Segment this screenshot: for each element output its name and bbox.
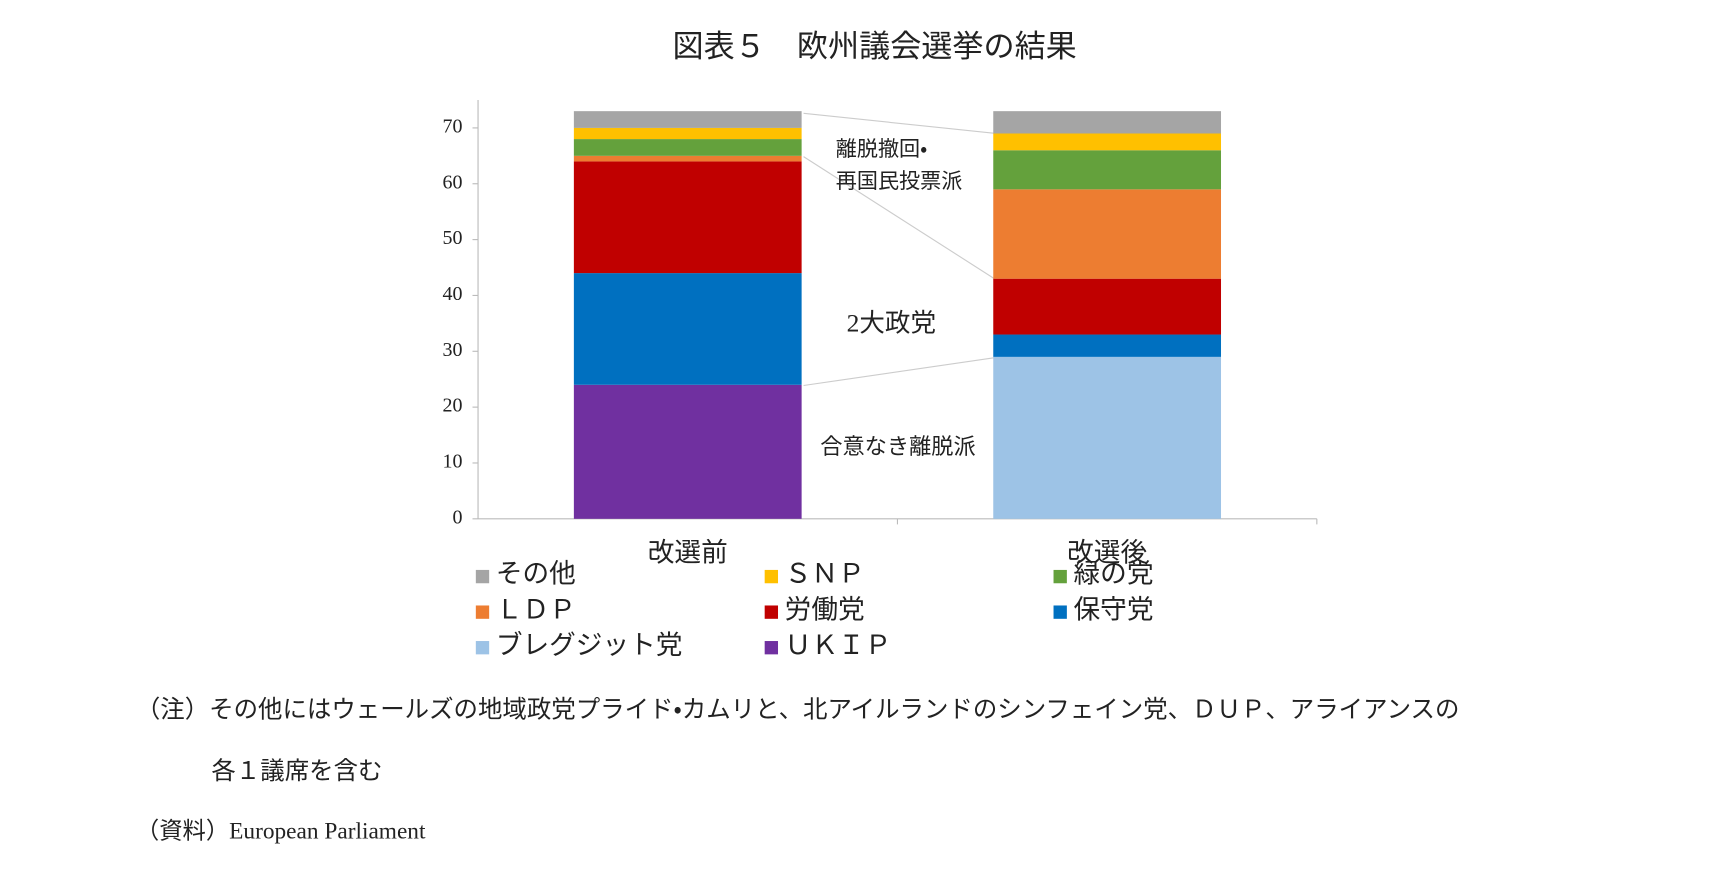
legend-label: ＳＮＰ — [785, 559, 865, 589]
legend-swatch — [764, 641, 779, 655]
legend-swatch — [475, 605, 490, 619]
legend-label: 緑の党 — [1074, 559, 1154, 589]
source: （資料）European Parliament — [136, 818, 426, 845]
note: （注）その他にはウェールズの地域政党プライド・カムリと、北アイルランドのシンフェ… — [136, 696, 1460, 724]
legend-swatch — [1053, 569, 1067, 584]
annotation: 2大政党 — [847, 308, 936, 337]
x-tick-label: 改選後 — [1067, 538, 1147, 568]
y-tick-label: 30 — [443, 339, 463, 361]
legend-label: ブレグジット党 — [496, 630, 683, 660]
bar-segment — [993, 334, 1222, 357]
annotation: 再国民投票派 — [836, 169, 963, 193]
bar-segment — [573, 127, 802, 140]
legend-swatch — [475, 569, 490, 584]
annotation: 離脱撤回・ — [836, 137, 928, 161]
bar-segment — [993, 111, 1222, 134]
connector — [803, 112, 995, 134]
y-tick-label: 60 — [443, 171, 463, 193]
legend-label: ＬＤＰ — [496, 594, 576, 624]
legend-swatch — [764, 569, 779, 584]
chart-title: 図表５ 欧州議会選挙の結果 — [673, 29, 1077, 64]
bar-segment — [573, 139, 802, 156]
x-tick-label: 改選前 — [648, 538, 728, 568]
bar-segment — [573, 161, 802, 274]
bar-segment — [993, 150, 1222, 190]
bar-segment — [993, 278, 1222, 335]
bar-segment — [573, 111, 802, 128]
y-tick-label: 70 — [443, 116, 463, 138]
connector — [803, 357, 995, 387]
y-tick-label: 50 — [443, 227, 463, 249]
legend-label: ＵＫＩＰ — [785, 630, 892, 660]
legend-swatch — [475, 641, 490, 655]
bar-segment — [573, 155, 802, 162]
bar-segment — [993, 133, 1222, 151]
legend-label: その他 — [496, 559, 576, 589]
bar-segment — [993, 356, 1222, 519]
y-tick-label: 40 — [443, 283, 463, 305]
annotation: 合意なき離脱派 — [820, 434, 975, 459]
legend-swatch — [1053, 605, 1067, 619]
legend-swatch — [764, 605, 779, 619]
note: 各１議席を含む — [211, 757, 382, 785]
y-tick-label: 20 — [443, 395, 463, 417]
legend-label: 保守党 — [1074, 594, 1154, 624]
bar-segment — [993, 189, 1222, 279]
bar-segment — [573, 384, 802, 519]
y-tick-label: 0 — [452, 506, 462, 528]
y-tick-label: 10 — [443, 451, 463, 473]
legend-label: 労働党 — [785, 594, 865, 624]
bar-segment — [573, 273, 802, 385]
connector — [803, 156, 995, 280]
